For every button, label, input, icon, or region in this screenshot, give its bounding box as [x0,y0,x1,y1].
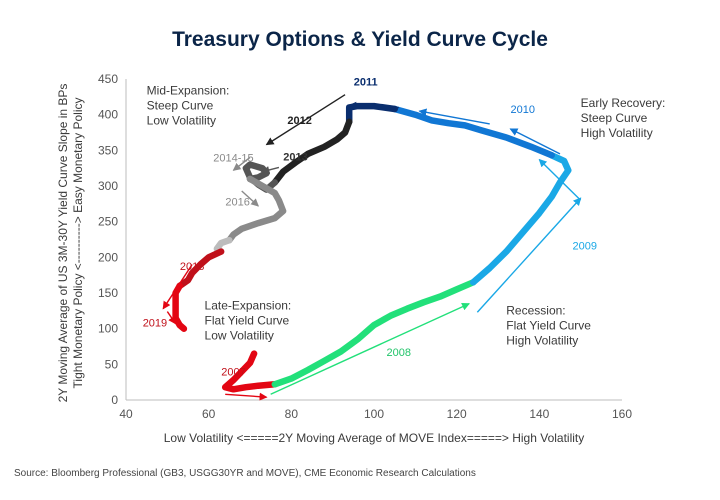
x-tick-label: 80 [285,407,299,421]
x-tick-label: 120 [447,407,467,421]
direction-arrow [261,166,280,174]
y-axis-label-line1: 2Y Moving Average of US 3M-30Y Yield Cur… [56,84,70,403]
phase-annotation: Steep Curve [147,99,214,113]
series-line-2018 [176,248,225,290]
phase-annotation: High Volatility [581,126,653,140]
series-line-2014-15 [226,175,287,244]
year-label-2012: 2012 [287,115,311,127]
y-tick-label: 0 [111,393,118,407]
direction-arrow [509,128,561,155]
series-line-2008 [271,279,477,388]
year-label-2009: 2009 [573,240,597,252]
year-label-2007: 2007 [221,367,245,379]
series-line-2010 [391,105,555,159]
phase-annotation: Late-Expansion: [205,298,292,312]
source-note: Source: Bloomberg Professional (GB3, USG… [14,468,476,479]
direction-arrow [232,156,251,171]
phase-annotation: Steep Curve [581,111,648,125]
y-tick-label: 450 [98,72,118,86]
year-label-2018: 2018 [180,261,204,273]
year-label-2008: 2008 [387,347,411,359]
x-tick-label: 160 [612,407,632,421]
y-tick-label: 100 [98,322,118,336]
y-tick-label: 200 [98,250,118,264]
phase-annotation: Low Volatility [147,114,216,128]
phase-annotation: High Volatility [506,333,578,347]
year-label-2019: 2019 [143,318,167,330]
plot-area [172,102,572,393]
direction-arrow [162,264,193,310]
direction-arrow [476,197,582,313]
y-axis-label-line2: Tight Monetary Policy <----------> Easy … [71,98,85,389]
series-line-2007 [221,350,279,393]
x-axis-label: Low Volatility <=====2Y Moving Average o… [164,431,585,445]
y-tick-label: 250 [98,215,118,229]
year-label-2010: 2010 [511,104,535,116]
x-tick-label: 60 [202,407,216,421]
series-line-2009 [469,152,572,286]
axes: 40 60 80 100 120 140 160 0 50 100 150 200 250 300 350 4… [98,72,632,421]
y-tick-label: 50 [105,357,119,371]
phase-annotation: Early Recovery: [581,96,666,110]
direction-arrow [241,190,260,207]
year-label-2014-15: 2014-15 [213,153,253,165]
phase-annotation: Low Volatility [205,328,274,342]
series-line-2012 [271,118,353,186]
y-tick-label: 400 [98,108,118,122]
direction-arrow [348,101,399,110]
year-label-2011: 2011 [354,76,378,88]
y-tick-label: 300 [98,179,118,193]
direction-arrow [265,94,346,146]
phase-annotation: Mid-Expansion: [147,84,230,98]
series-line-2011 [345,102,398,126]
series-line-2019 [172,282,188,332]
phase-annotation: Recession: [506,303,565,317]
direction-arrow [166,311,177,325]
chart-title: Treasury Options & Yield Curve Cycle [172,28,548,51]
y-tick-label: 150 [98,286,118,300]
phase-annotation: Flat Yield Curve [506,318,591,332]
x-tick-label: 40 [119,407,133,421]
annotations: 2007 2008 2009 2010 2011 2012 2013 2014-15 2016 2… [143,76,666,401]
direction-arrow [418,108,490,125]
y-tick-label: 350 [98,143,118,157]
year-label-2013: 2013 [283,151,307,163]
year-label-2016: 2016 [225,196,249,208]
x-tick-label: 100 [364,407,384,421]
direction-arrow [270,302,470,395]
direction-arrow [225,392,268,401]
phase-annotation: Flat Yield Curve [205,313,290,327]
direction-arrow [538,158,582,201]
x-tick-label: 140 [529,407,549,421]
